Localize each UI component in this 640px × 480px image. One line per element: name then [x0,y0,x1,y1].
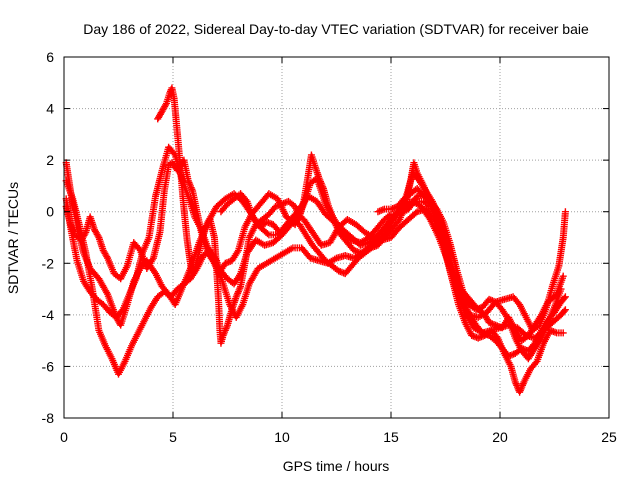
x-tick-label: 20 [492,429,508,445]
y-tick-label: 6 [46,49,54,65]
data-point [242,196,250,204]
x-tick-label: 15 [383,429,399,445]
y-tick-label: 0 [46,204,54,220]
x-tick-label: 25 [601,429,617,445]
chart-title: Day 186 of 2022, Sidereal Day-to-day VTE… [83,21,589,37]
data-point [557,285,565,293]
data-point [81,230,89,238]
series-track-g [374,185,565,363]
series-track-f [217,190,441,278]
data-point [560,294,568,302]
y-axis-label: SDTVAR / TECUs [5,182,21,294]
data-point [561,208,569,216]
y-tick-label: -8 [42,410,55,426]
series-track-e [154,84,569,360]
data-point [560,307,568,315]
data-point [561,293,569,301]
y-tick-label: -6 [42,358,55,374]
y-tick-label: -2 [42,255,55,271]
x-tick-label: 10 [274,429,290,445]
x-tick-label: 0 [60,429,68,445]
data-point [559,272,567,280]
axis-ticks: 0 5 10 15 20 25 -8 -6 -4 -2 0 2 4 6 [42,49,617,445]
data-point [559,329,567,337]
y-tick-label: 4 [46,101,54,117]
data-point [532,359,540,367]
data-point [263,230,271,238]
data-points [62,84,569,396]
y-tick-label: 2 [46,152,54,168]
y-tick-label: -4 [42,307,55,323]
data-point [394,217,402,225]
x-tick-label: 5 [169,429,177,445]
plot-frame [63,56,610,419]
data-point [162,101,170,109]
x-axis-label: GPS time / hours [283,458,390,474]
data-point [135,245,143,253]
data-point [561,306,569,314]
data-point [94,232,102,240]
